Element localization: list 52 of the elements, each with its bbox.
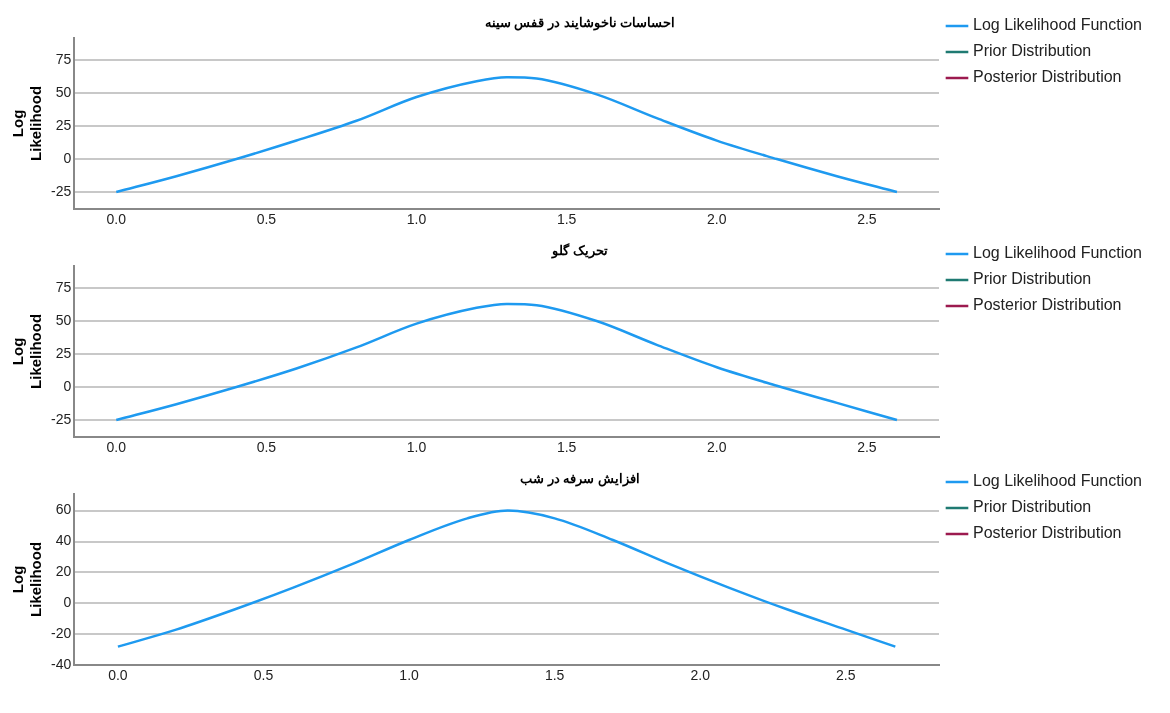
legend-label: Prior Distribution bbox=[972, 42, 1092, 60]
legend-label: Posterior Distribution bbox=[972, 68, 1122, 86]
x-tick-label: 2.0 bbox=[707, 439, 727, 456]
x-tick-label: 2.0 bbox=[690, 667, 711, 684]
x-tick-label: 0.5 bbox=[253, 667, 274, 684]
line-series bbox=[115, 75, 899, 194]
y-tick-label: -25 bbox=[51, 410, 72, 427]
y-tick-label: 50 bbox=[55, 83, 72, 100]
y-tick-label: 20 bbox=[55, 563, 72, 580]
y-tick-label: 60 bbox=[55, 501, 72, 518]
chart-title: احساسات ناخوشایند در قفس سینه bbox=[484, 15, 676, 32]
x-tick-label: 1.0 bbox=[406, 439, 427, 456]
x-tick-label: 0.0 bbox=[106, 439, 127, 456]
x-tick-label: 2.5 bbox=[857, 211, 877, 228]
y-tick-label: -25 bbox=[51, 182, 72, 199]
x-tick-label: 1.0 bbox=[399, 667, 420, 684]
x-tick-label: 0.0 bbox=[106, 211, 127, 228]
x-tick-label: 1.5 bbox=[556, 439, 577, 456]
line-series bbox=[116, 509, 897, 648]
line-series bbox=[115, 302, 899, 422]
y-tick-label: -40 bbox=[51, 656, 72, 673]
x-tick-label: 1.5 bbox=[556, 211, 577, 228]
y-tick-label: 0 bbox=[63, 594, 72, 611]
x-tick-label: 1.5 bbox=[544, 667, 565, 684]
x-tick-label: 2.0 bbox=[707, 211, 727, 228]
legend-label: Posterior Distribution bbox=[972, 296, 1122, 314]
y-axis-title: Log Likelihood bbox=[9, 85, 45, 161]
y-tick-label: 75 bbox=[55, 278, 72, 295]
y-axis-title: Log Likelihood bbox=[9, 313, 45, 389]
y-tick-label: 25 bbox=[55, 116, 72, 133]
chart-title: تحریک گلو bbox=[551, 242, 608, 260]
legend-label: Prior Distribution bbox=[972, 270, 1092, 288]
legend-label: Log Likelihood Function bbox=[972, 244, 1143, 262]
legend-label: Posterior Distribution bbox=[972, 524, 1122, 542]
legend-label: Log Likelihood Function bbox=[972, 16, 1143, 34]
x-tick-label: 2.5 bbox=[857, 439, 877, 456]
x-tick-label: 0.0 bbox=[108, 667, 128, 684]
x-tick-label: 0.5 bbox=[256, 211, 277, 228]
chart-title: افزایش سرفه در شب bbox=[520, 471, 640, 488]
y-tick-label: 50 bbox=[55, 311, 72, 328]
y-tick-label: 25 bbox=[55, 344, 72, 361]
x-tick-label: 2.5 bbox=[836, 667, 856, 684]
legend-label: Log Likelihood Function bbox=[972, 472, 1143, 490]
y-tick-label: 40 bbox=[55, 532, 72, 549]
y-tick-label: 0 bbox=[63, 149, 72, 166]
y-axis-title: Log Likelihood bbox=[9, 541, 45, 617]
x-tick-label: 1.0 bbox=[406, 211, 427, 228]
y-tick-label: -20 bbox=[51, 625, 72, 642]
legend-label: Prior Distribution bbox=[972, 498, 1092, 516]
y-tick-label: 75 bbox=[55, 50, 72, 67]
x-tick-label: 0.5 bbox=[256, 439, 277, 456]
y-tick-label: 0 bbox=[63, 377, 72, 394]
